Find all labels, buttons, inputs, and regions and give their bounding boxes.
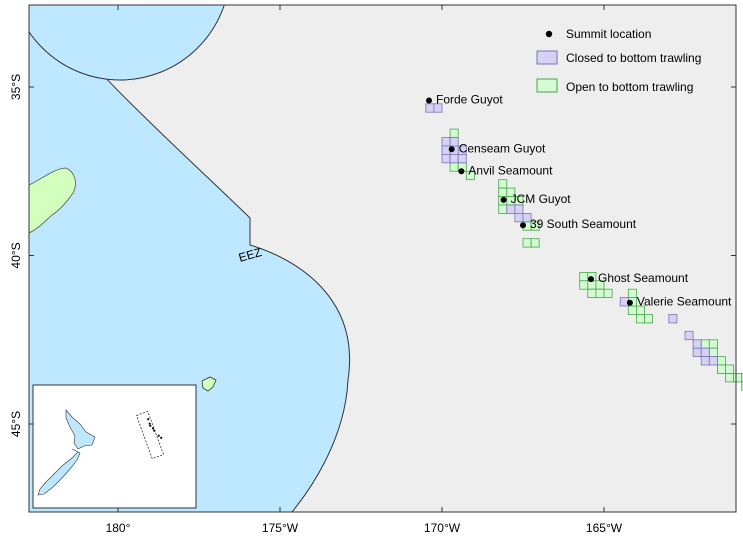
inset-study-box	[135, 410, 165, 460]
closed-trawl-cell	[506, 204, 516, 214]
closed-trawl-cell	[433, 103, 443, 113]
new-zealand-land	[29, 167, 76, 234]
open-trawl-cell	[717, 364, 726, 374]
legend-summit-symbol	[545, 30, 553, 38]
x-tick-label: 175°W	[262, 521, 299, 535]
summit-dot	[520, 222, 526, 229]
legend: Summit location Closed to bottom trawlin…	[536, 27, 701, 94]
inset-summit-dot	[157, 434, 160, 437]
open-trawl-cell	[530, 221, 540, 231]
legend-open-label: Open to bottom trawling	[566, 80, 693, 94]
inset-summit-dot	[153, 429, 156, 432]
inset-map	[32, 384, 197, 509]
x-tick-label: 170°W	[424, 521, 461, 535]
open-trawl-cell	[579, 280, 589, 290]
summit-dot	[500, 196, 507, 203]
legend-closed-label: Closed to bottom trawling	[566, 51, 701, 65]
northern-sea-circle	[29, 5, 225, 81]
summit-label: Anvil Seamount	[468, 163, 553, 177]
open-trawl-cell	[700, 339, 710, 349]
open-trawl-cell	[708, 339, 718, 349]
open-trawl-cell	[498, 179, 508, 189]
open-trawl-cell	[498, 187, 508, 197]
x-tick-label: 165°W	[586, 521, 623, 535]
closed-trawl-cell	[684, 330, 694, 341]
closed-trawl-cell	[514, 212, 524, 223]
closed-trawl-cell	[700, 347, 710, 358]
open-trawl-cell	[725, 373, 735, 383]
closed-trawl-cell	[457, 153, 467, 164]
closed-trawl-cell	[441, 153, 451, 164]
open-trawl-cell	[741, 373, 743, 383]
closed-trawl-cell	[449, 153, 459, 164]
open-trawl-cell	[530, 238, 540, 248]
y-tick-label: 40°S	[9, 242, 23, 268]
inset-north-island	[65, 409, 96, 450]
closed-trawl-cell	[692, 339, 702, 349]
legend-closed-swatch	[536, 50, 558, 65]
open-trawl-cell	[717, 356, 726, 366]
closed-trawl-cell	[514, 204, 524, 214]
inset-south-island	[37, 448, 81, 496]
y-tick-label: 35°S	[9, 74, 23, 100]
closed-trawl-cell	[708, 356, 718, 366]
inset-summit-dot	[151, 427, 155, 430]
x-tick-label: 180°	[106, 521, 131, 535]
inset-summit-dot	[149, 424, 152, 427]
open-trawl-cell	[522, 238, 532, 248]
summit-label: Valerie Seamount	[637, 295, 732, 309]
summit-label: Censeam Guyot	[459, 141, 546, 155]
inset-summit-dot	[160, 436, 163, 439]
summit-dot	[458, 168, 465, 175]
open-trawl-cell	[603, 288, 613, 299]
summit-label: Forde Guyot	[436, 93, 503, 107]
closed-trawl-cell	[449, 137, 459, 147]
open-trawl-cell	[741, 381, 743, 391]
summit-dot	[448, 146, 455, 153]
inset-summit-dot	[147, 418, 150, 421]
legend-open-swatch	[536, 78, 558, 93]
summit-label: Ghost Seamount	[598, 271, 689, 285]
open-trawl-cell	[636, 314, 645, 324]
open-trawl-cell	[498, 204, 508, 214]
summit-dot	[626, 299, 633, 306]
inset-summit-dots	[147, 418, 163, 439]
open-trawl-cell	[708, 347, 718, 358]
y-tick-label: 45°S	[9, 411, 23, 437]
summit-label: JCM Guyot	[511, 192, 572, 206]
open-trawl-cell	[587, 288, 597, 299]
summit-label: 39 South Seamount	[530, 217, 637, 231]
open-trawl-cell	[587, 280, 597, 290]
open-trawl-cell	[733, 373, 743, 383]
inset-frame	[32, 384, 197, 509]
closed-trawl-cell	[425, 103, 435, 113]
eez-label: EEZ	[237, 245, 263, 265]
map-frame	[28, 4, 737, 513]
chatham-island	[201, 376, 217, 392]
open-trawl-cell	[627, 288, 637, 299]
open-trawl-cell	[627, 305, 637, 315]
legend-summit-label: Summit location	[566, 27, 651, 41]
features-layer: Forde Guyot Censeam Guyot Anvil Seamount JC…	[426, 93, 732, 309]
open-trawl-cell	[579, 271, 589, 282]
open-trawl-cell	[595, 288, 605, 299]
closed-trawl-cell	[522, 212, 532, 223]
closed-trawl-cell	[668, 314, 678, 324]
inset-summit-dot	[148, 422, 151, 425]
summit-dot	[426, 97, 432, 104]
closed-trawl-cell	[700, 356, 710, 366]
closed-trawl-cell	[441, 137, 451, 147]
summit-dot	[588, 276, 594, 283]
open-trawl-cell	[465, 170, 475, 181]
open-trawl-cell	[644, 314, 654, 324]
open-trawl-cell	[725, 364, 735, 374]
closed-trawl-cell	[692, 347, 702, 358]
eez-boundary	[41, 5, 350, 512]
open-trawl-cell	[449, 162, 459, 172]
open-trawl-cell	[449, 128, 459, 138]
